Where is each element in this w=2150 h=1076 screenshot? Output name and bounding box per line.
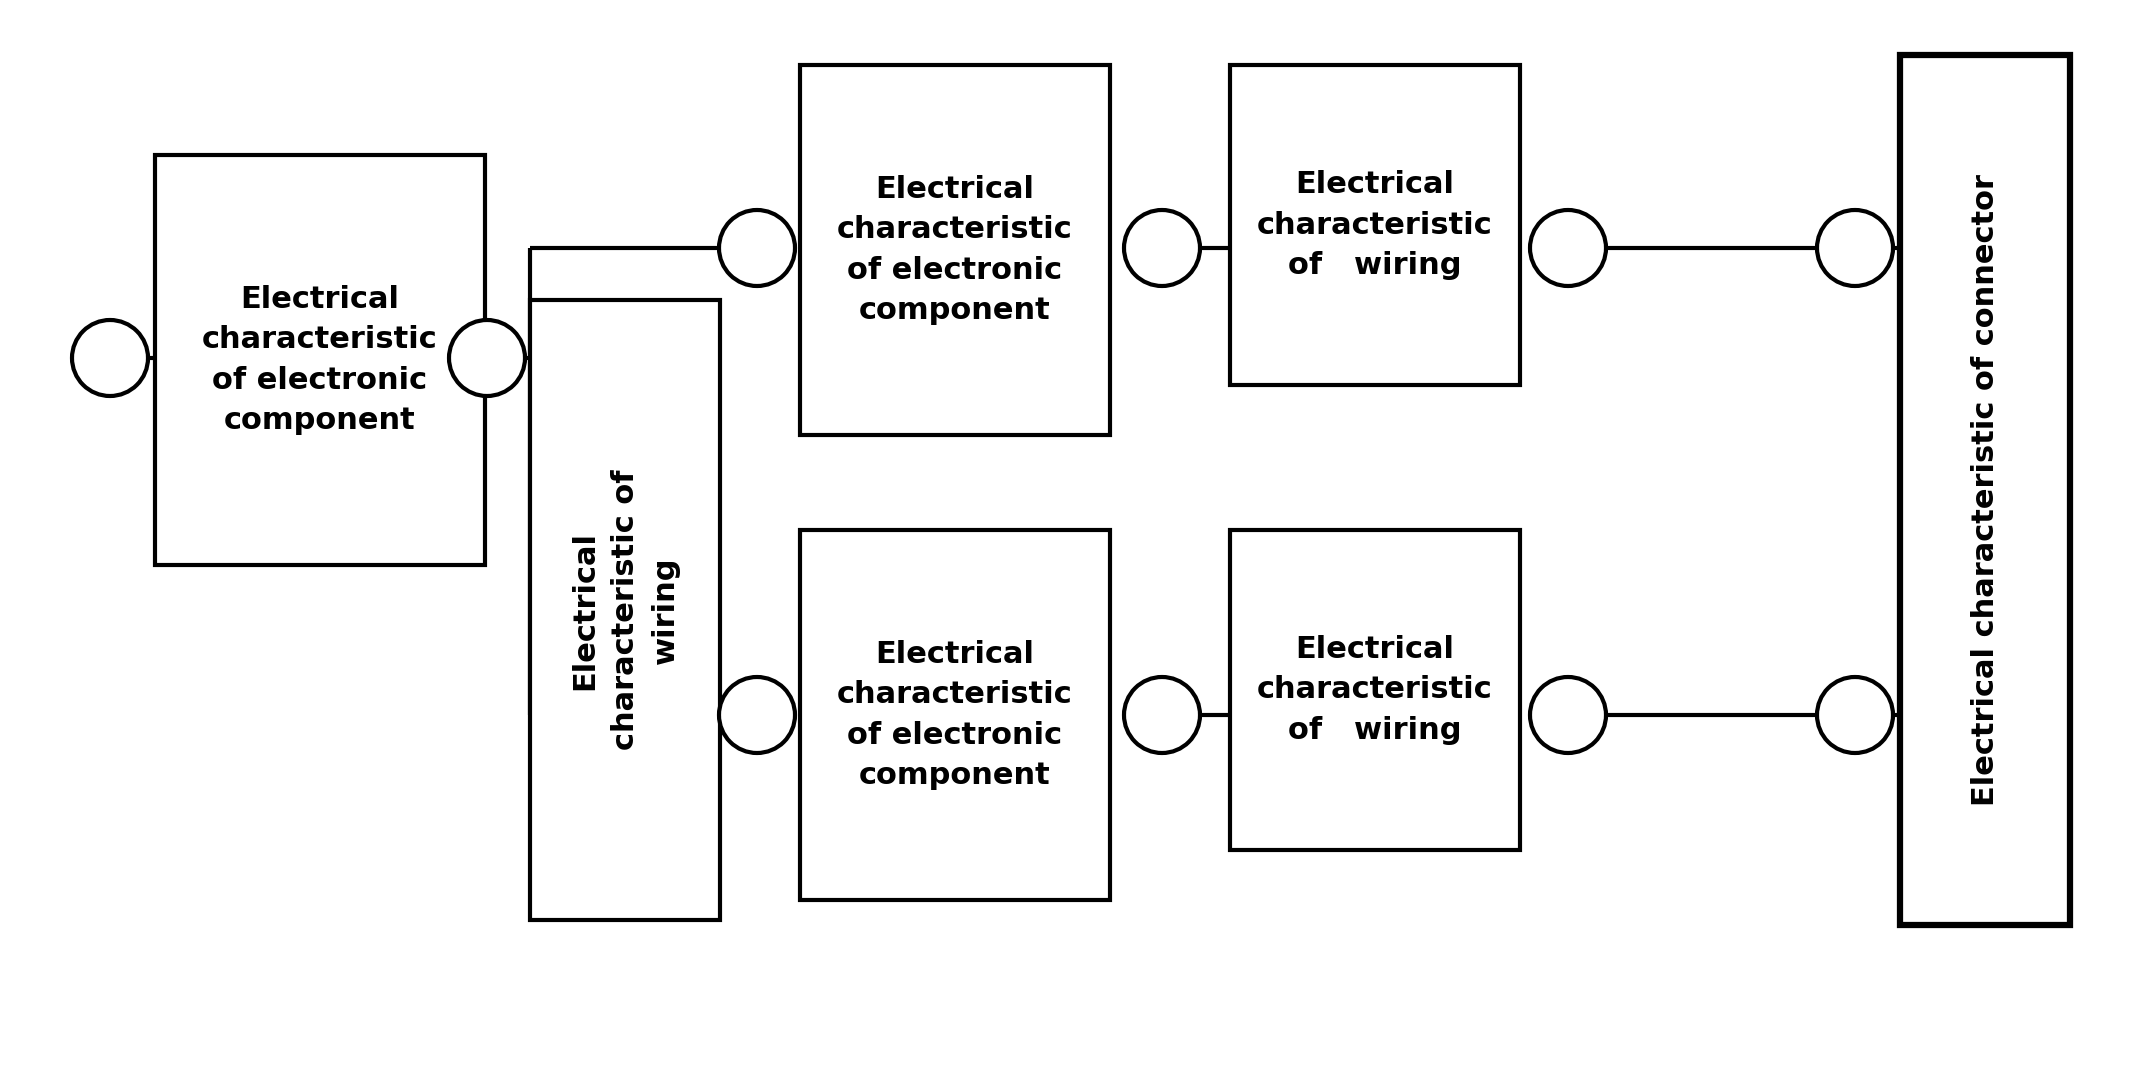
Bar <box>155 155 486 565</box>
Circle shape <box>71 320 148 396</box>
Text: Electrical
characteristic
of   wiring: Electrical characteristic of wiring <box>1258 170 1492 280</box>
Circle shape <box>718 210 796 286</box>
Bar <box>1901 55 2070 925</box>
Bar <box>1230 530 1520 850</box>
Text: Electrical
characteristic of
wiring: Electrical characteristic of wiring <box>570 470 679 750</box>
Bar <box>1230 65 1520 385</box>
Circle shape <box>449 320 525 396</box>
Circle shape <box>1124 210 1200 286</box>
Circle shape <box>1124 677 1200 753</box>
Text: Electrical characteristic of connector: Electrical characteristic of connector <box>1972 174 2000 806</box>
Text: Electrical
characteristic
of electronic
component: Electrical characteristic of electronic … <box>836 640 1073 790</box>
Text: Electrical
characteristic
of electronic
component: Electrical characteristic of electronic … <box>202 285 439 436</box>
Text: Electrical
characteristic
of   wiring: Electrical characteristic of wiring <box>1258 635 1492 745</box>
Bar <box>531 300 720 920</box>
Bar <box>800 65 1109 435</box>
Bar <box>800 530 1109 900</box>
Text: Electrical
characteristic
of electronic
component: Electrical characteristic of electronic … <box>836 174 1073 325</box>
Circle shape <box>1531 677 1606 753</box>
Circle shape <box>1817 677 1892 753</box>
Circle shape <box>1531 210 1606 286</box>
Circle shape <box>718 677 796 753</box>
Circle shape <box>1817 210 1892 286</box>
